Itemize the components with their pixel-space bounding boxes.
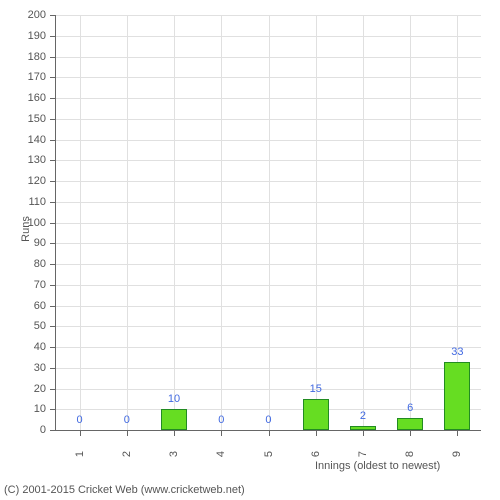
bar-value-label: 2 [360,410,366,422]
bar-value-label: 10 [168,393,180,405]
bar-value-label: 15 [310,383,322,395]
chart-container: 0102030405060708090100110120130140150160… [0,0,500,500]
bar: 2 [350,426,376,430]
x-tick-label: 3 [168,451,180,457]
y-tick-label: 150 [28,113,46,125]
y-tick-label: 20 [34,383,46,395]
bar-value-label: 0 [77,414,83,426]
y-tick-label: 40 [34,341,46,353]
y-tick-label: 10 [34,403,46,415]
x-tick-label: 7 [357,451,369,457]
x-tick-label: 5 [263,451,275,457]
bar-value-label: 33 [451,346,463,358]
y-tick-label: 160 [28,92,46,104]
y-tick-label: 50 [34,320,46,332]
bar: 15 [303,399,329,430]
y-tick-label: 170 [28,71,46,83]
x-tick-label: 1 [74,451,86,457]
bar-value-label: 0 [124,414,130,426]
y-tick-label: 60 [34,300,46,312]
bar: 6 [397,418,423,430]
y-tick-label: 200 [28,9,46,21]
bar-value-label: 0 [265,414,271,426]
y-tick-label: 110 [28,196,46,208]
y-tick-label: 30 [34,362,46,374]
x-tick-label: 4 [215,451,227,457]
y-tick-label: 70 [34,279,46,291]
y-tick-label: 120 [28,175,46,187]
bar-value-label: 0 [218,414,224,426]
y-tick-label: 190 [28,30,46,42]
bar-value-label: 6 [407,402,413,414]
x-tick-label: 2 [121,451,133,457]
y-axis-title: Runs [20,216,32,242]
y-tick-label: 180 [28,51,46,63]
x-tick-label: 8 [404,451,416,457]
y-tick-label: 0 [40,424,46,436]
bar: 10 [161,409,187,430]
plot-area: 0102030405060708090100110120130140150160… [55,15,481,431]
copyright-text: (C) 2001-2015 Cricket Web (www.cricketwe… [4,484,245,496]
x-tick-label: 6 [310,451,322,457]
y-tick-label: 130 [28,154,46,166]
x-axis-title: Innings (oldest to newest) [315,460,440,472]
y-tick-label: 90 [34,237,46,249]
x-tick-label: 9 [451,451,463,457]
y-tick-label: 140 [28,134,46,146]
bar: 33 [444,362,470,430]
y-tick-label: 80 [34,258,46,270]
